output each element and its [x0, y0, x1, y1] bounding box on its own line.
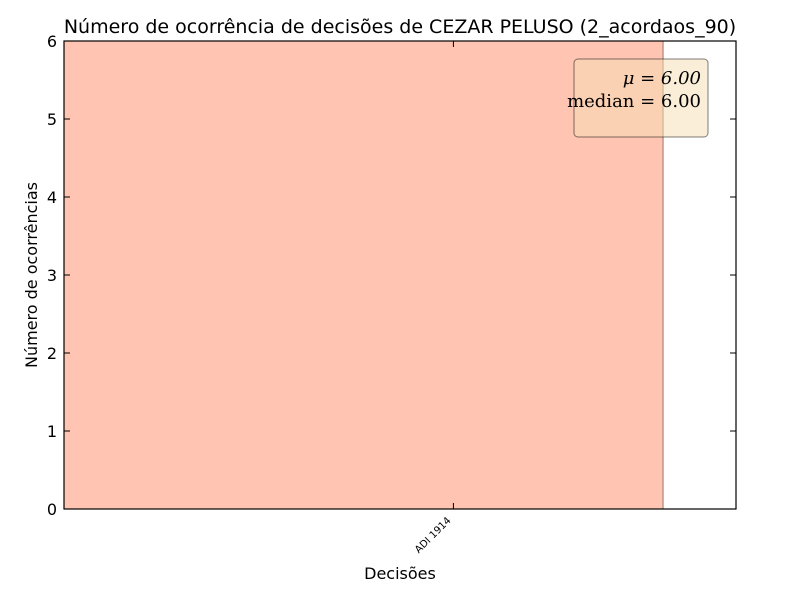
stats-mean: μ = 6.00	[623, 68, 701, 89]
y-axis-label: Número de ocorrências	[22, 182, 41, 368]
x-axis-label: Decisões	[364, 564, 436, 583]
chart-title: Número de ocorrência de decisões de CEZA…	[64, 16, 736, 38]
y-tick-label: 1	[47, 422, 57, 441]
y-tick-label: 5	[47, 110, 57, 129]
bar-adi-1914	[63, 40, 664, 510]
y-tick-label: 0	[47, 500, 57, 519]
y-tick-label: 6	[47, 32, 57, 51]
stats-median: median = 6.00	[567, 91, 701, 112]
x-tick-label: ADI 1914	[413, 515, 453, 555]
plot-frame	[63, 40, 737, 510]
stats-box-background	[573, 58, 709, 138]
y-tick-label: 3	[47, 266, 57, 285]
y-tick-label: 4	[47, 188, 57, 207]
bars-group	[63, 40, 664, 510]
y-tick-label: 2	[47, 344, 57, 363]
stats-box: μ = 6.00 median = 6.00	[567, 58, 709, 138]
